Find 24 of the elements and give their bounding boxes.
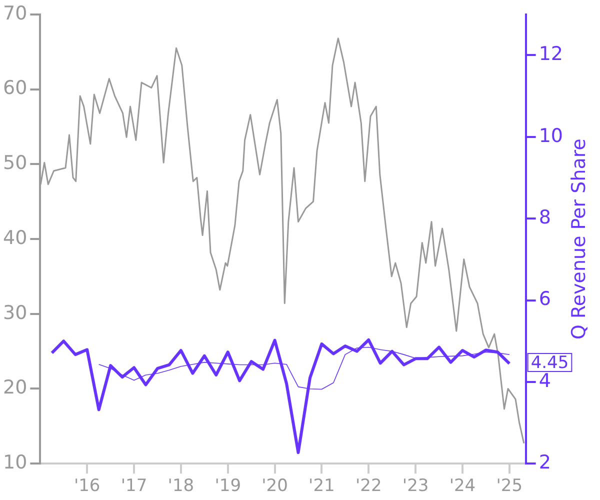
x-tick-label: '23 xyxy=(402,476,429,496)
text: 4.45 xyxy=(530,352,569,373)
x-tick-label: '17 xyxy=(120,476,148,496)
y-tick-label: 20 xyxy=(2,376,28,399)
y2-tick-label: 8 xyxy=(538,206,551,229)
x-tick-label: '22 xyxy=(355,476,382,496)
y-tick-label: 60 xyxy=(2,77,28,100)
x-tick-label: '21 xyxy=(308,476,335,496)
y-tick-label: 50 xyxy=(2,152,28,174)
y2-tick-label: 10 xyxy=(538,124,564,147)
x-tick-label: '16 xyxy=(74,476,100,496)
y-tick-label: 10 xyxy=(2,452,28,474)
x-tick-label: '18 xyxy=(168,476,194,496)
x-tick-label: '19 xyxy=(214,476,242,496)
x-tick-label: '24 xyxy=(449,476,476,496)
y2-tick-label: 2 xyxy=(538,452,551,474)
y-tick-label: 40 xyxy=(2,226,28,249)
y2-axis-title: Q Revenue Per Share xyxy=(568,138,590,340)
y-tick-label: 30 xyxy=(2,302,28,324)
y2-tick-label: 6 xyxy=(538,288,551,310)
y-tick-label: 70 xyxy=(2,2,28,24)
x-tick-label: '25 xyxy=(496,476,523,496)
x-tick-label: '20 xyxy=(262,476,288,496)
y2-tick-label: 12 xyxy=(538,43,564,66)
